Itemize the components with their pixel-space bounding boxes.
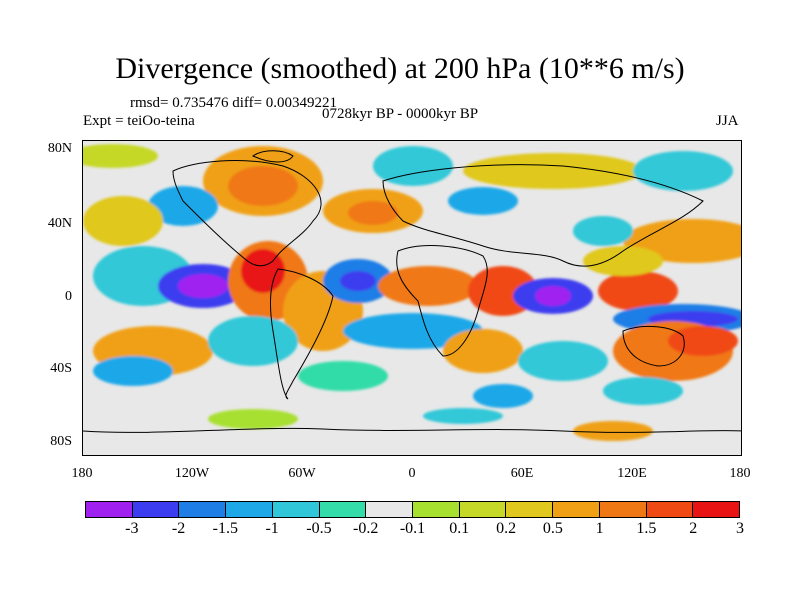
field-patch	[178, 274, 228, 298]
colorbar-label: -3	[125, 520, 139, 537]
colorbar-label: -2	[171, 520, 186, 537]
colorbar-swatch	[599, 502, 647, 517]
season-label: JJA	[716, 113, 739, 129]
colorbar-swatch	[693, 502, 740, 517]
colorbar-swatch	[319, 502, 367, 517]
x-tick-label: 180	[71, 466, 93, 481]
africa-coast	[396, 245, 488, 357]
colorbar-label: -1	[265, 520, 279, 537]
y-tick-label: 40N	[47, 216, 72, 231]
field-patch	[473, 384, 533, 408]
colorbar-label: 0.5	[542, 520, 563, 537]
field-patch	[668, 326, 738, 356]
colorbar-label: 1	[595, 520, 604, 537]
chart-title: Divergence (smoothed) at 200 hPa (10**6 …	[115, 52, 685, 85]
field-patch	[573, 216, 633, 246]
colorbar-swatch	[132, 502, 180, 517]
x-tick-label: 60W	[288, 466, 316, 481]
colorbar-swatch	[366, 502, 414, 517]
y-tick-label: 80N	[47, 141, 72, 156]
field-patch	[93, 356, 173, 386]
greenland-coast	[251, 150, 294, 163]
field-patch	[148, 186, 218, 226]
divergence-map	[82, 140, 742, 456]
rmsd-text: rmsd= 0.735476 diff= 0.00349221	[130, 95, 338, 111]
y-tick-label: 0	[65, 289, 72, 304]
colorbar	[85, 501, 740, 518]
x-tick-label: 120E	[617, 466, 647, 481]
field-patch	[378, 266, 478, 306]
x-tick-label: 60E	[510, 466, 534, 481]
divergence-field	[83, 144, 741, 441]
field-patch	[603, 377, 683, 405]
eurasia-coast	[382, 164, 704, 267]
field-patch	[83, 196, 163, 246]
x-tick-label: 180	[729, 466, 751, 481]
field-patch	[583, 246, 663, 276]
colorbar-label: -0.2	[353, 520, 379, 537]
coastlines	[83, 150, 741, 433]
field-patch	[340, 271, 376, 291]
x-tick-label: 0	[408, 466, 416, 481]
field-patch	[535, 286, 571, 306]
colorbar-swatch	[506, 502, 554, 517]
colorbar-label: 1.5	[636, 520, 657, 537]
field-patch	[518, 341, 608, 381]
y-tick-label: 80S	[50, 434, 72, 449]
colorbar-label: 2	[689, 520, 698, 537]
colorbar-label: -0.5	[306, 520, 332, 537]
north-america-coast	[172, 160, 322, 267]
period-label: 0728kyr BP - 0000kyr BP	[322, 106, 479, 122]
colorbar-swatch	[272, 502, 320, 517]
colorbar-label: -1.5	[212, 520, 239, 537]
field-patch	[463, 153, 643, 189]
field-patch	[208, 316, 298, 366]
antarctica-coast	[83, 427, 741, 433]
colorbar-swatch	[459, 502, 507, 517]
colorbar-swatch	[226, 502, 273, 517]
field-patch	[423, 408, 503, 424]
field-patch	[448, 187, 518, 215]
field-patch	[228, 166, 298, 206]
field-patch	[83, 144, 158, 168]
colorbar-swatch	[413, 502, 460, 517]
colorbar-swatch	[86, 502, 133, 517]
colorbar-swatch	[646, 502, 694, 517]
x-tick-label: 120W	[174, 466, 210, 481]
colorbar-swatch	[179, 502, 227, 517]
field-patch	[633, 151, 733, 191]
colorbar-label: 3	[736, 520, 744, 537]
field-patch	[573, 421, 653, 441]
colorbar-label: -0.1	[399, 520, 426, 537]
south-america-coast	[270, 268, 334, 400]
map-plot	[83, 141, 741, 455]
field-patch	[348, 201, 398, 225]
field-patch	[598, 271, 678, 311]
australia-coast	[622, 326, 685, 367]
experiment-label: Expt = teiOo-teina	[83, 113, 195, 129]
field-patch	[298, 361, 388, 391]
colorbar-label: 0.2	[496, 520, 517, 537]
colorbar-swatch	[553, 502, 600, 517]
field-patch	[373, 146, 453, 186]
field-patch	[241, 249, 285, 293]
y-tick-label: 40S	[50, 361, 72, 376]
field-patch	[208, 409, 298, 429]
colorbar-label: 0.1	[449, 520, 470, 537]
field-patch	[443, 329, 523, 373]
field-patch	[343, 313, 483, 349]
